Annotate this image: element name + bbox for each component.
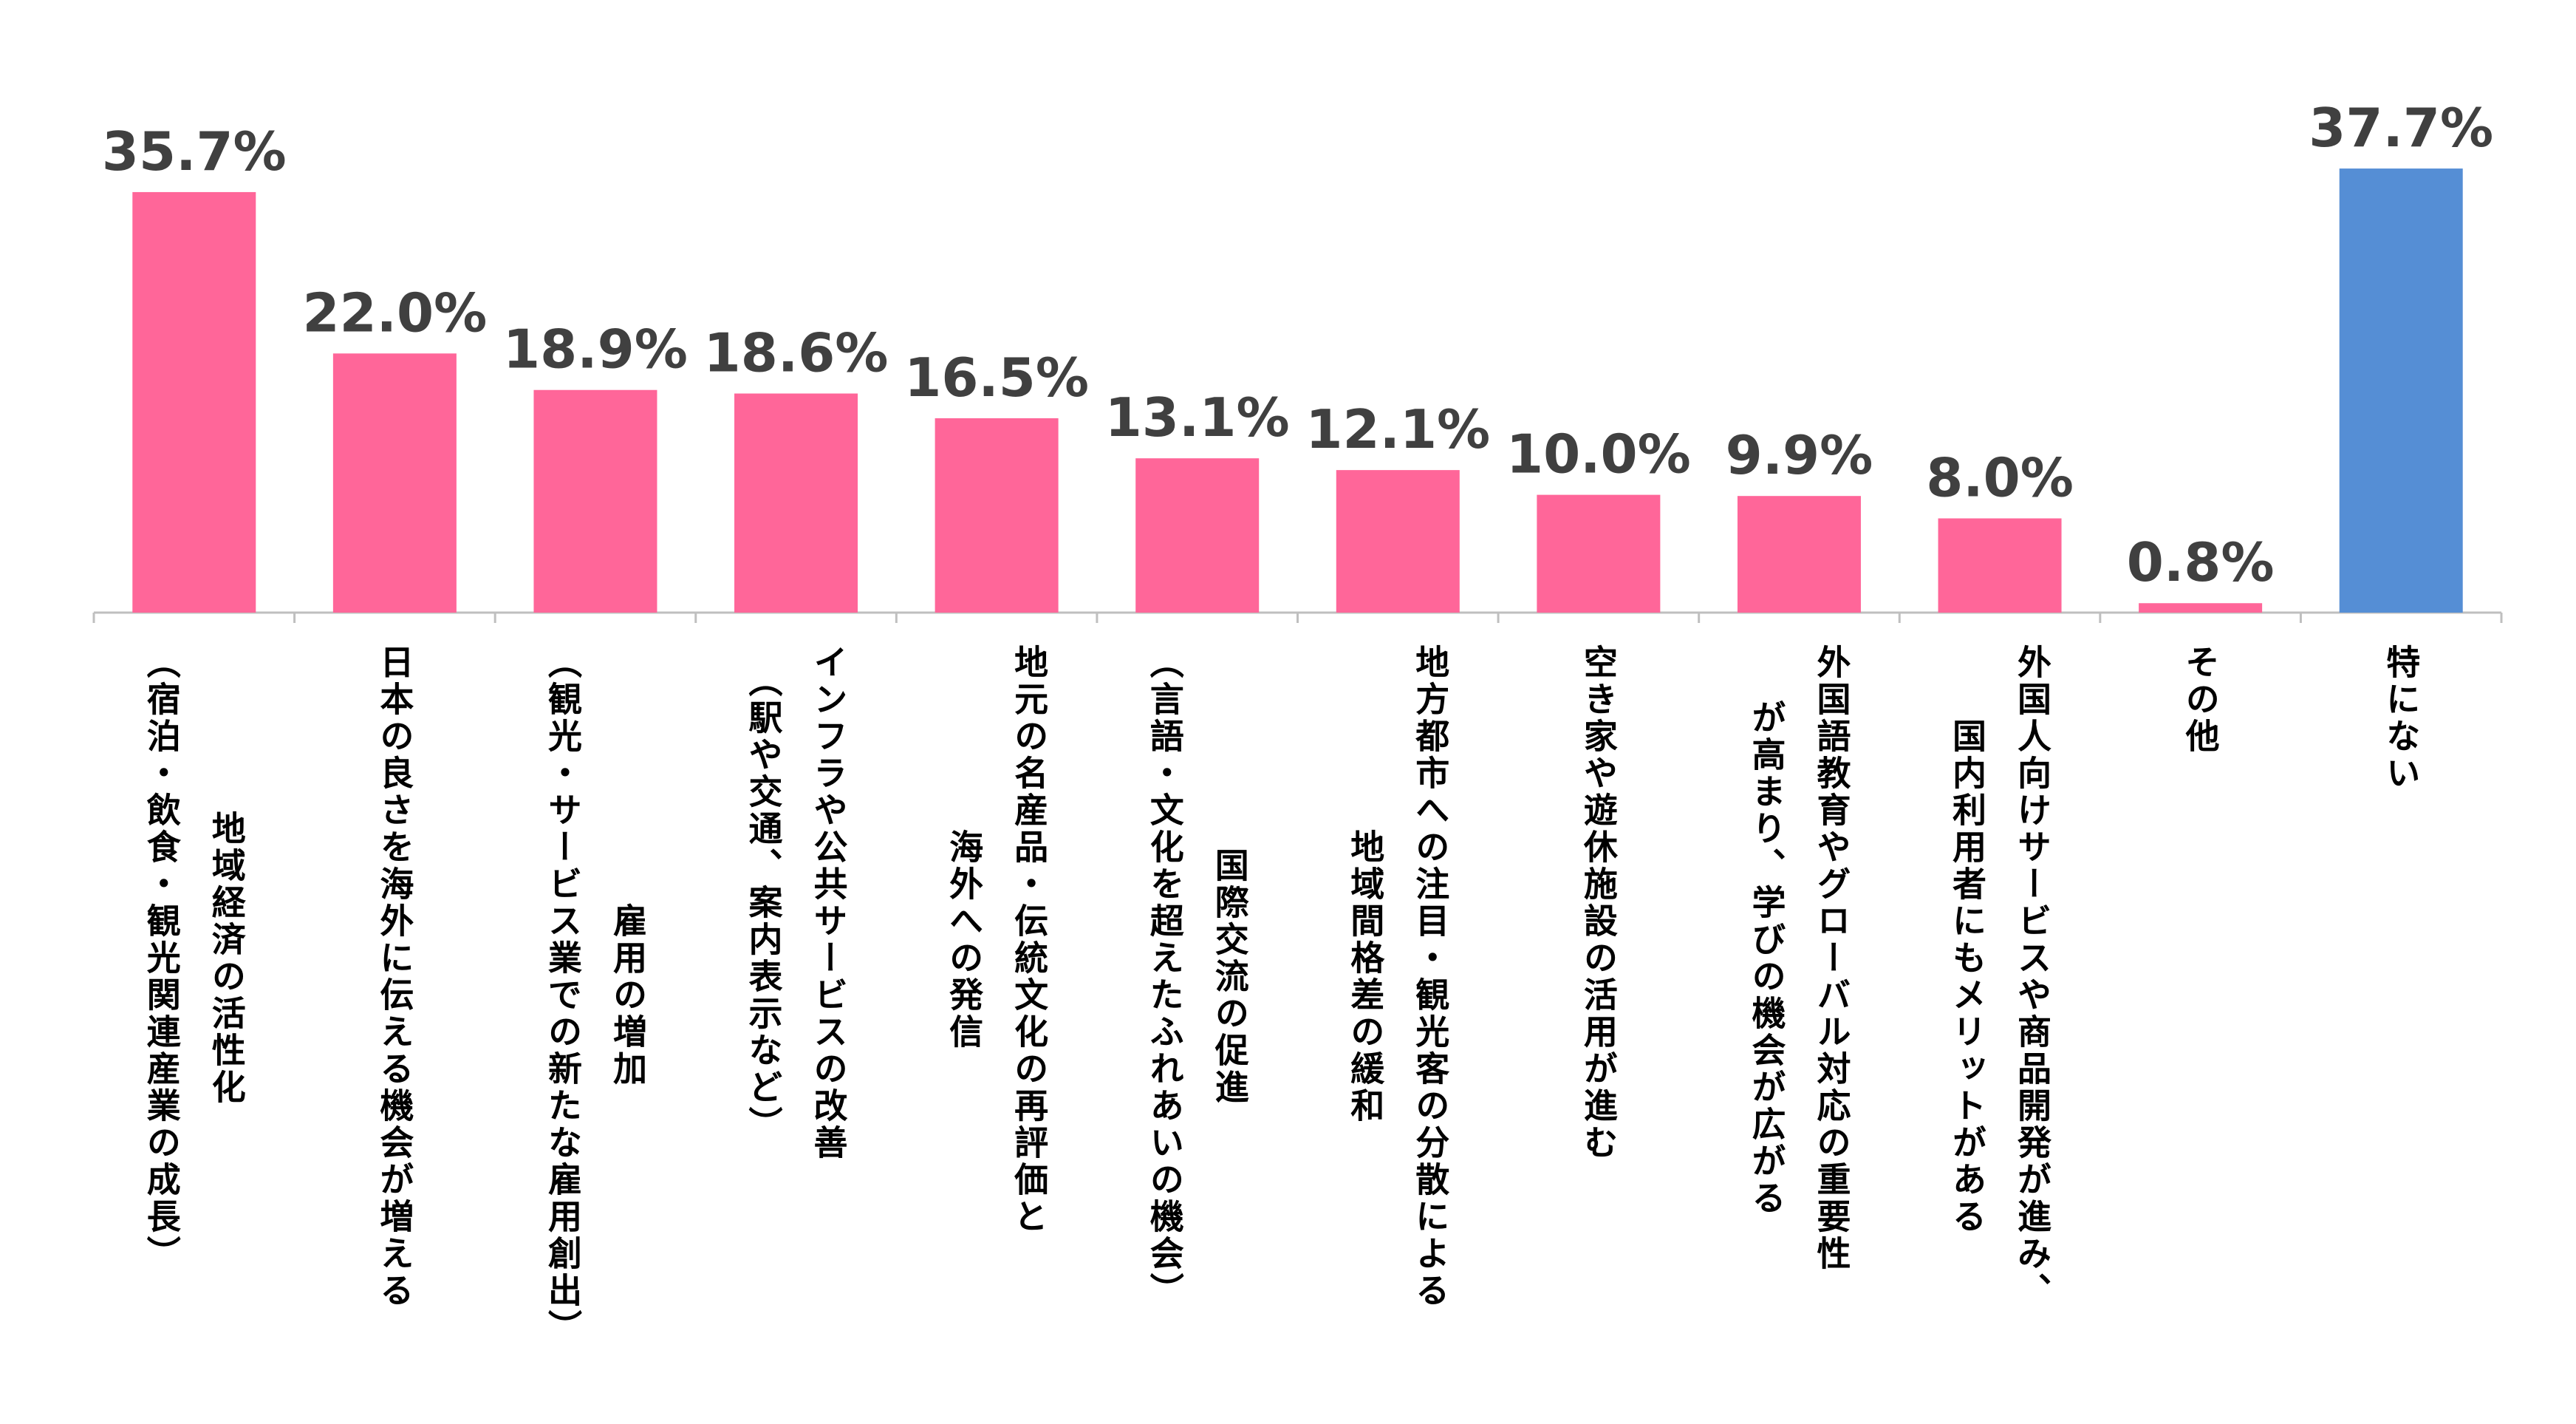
data-label: 9.9% — [1726, 424, 1873, 486]
data-label: 18.9% — [503, 318, 688, 381]
data-label: 16.5% — [904, 347, 1089, 409]
category-label-line: 地域経済の活性化 — [206, 811, 247, 1106]
category-label-line: 空き家や遊休施設の活用が進む — [1578, 644, 1619, 1162]
bar — [2139, 603, 2263, 613]
category-label-line: （観光・サービス業での新たな雇用創出） — [542, 644, 583, 1346]
bar — [533, 389, 657, 613]
category-label-line: 地方都市への注目・観光客の分散による — [1410, 644, 1451, 1309]
category-label-line: （言語・文化を超えたふれあいの機会） — [1144, 644, 1185, 1309]
category-label: 雇用の増加 （観光・サービス業での新たな雇用創出） — [530, 644, 660, 1346]
category-label: その他 — [2168, 644, 2233, 755]
category-label-line: （駅や交通、案内表示など） — [743, 663, 784, 1143]
bar — [332, 353, 457, 613]
category-label: 地方都市への注目・観光客の分散による 地域間格差の緩和 — [1333, 644, 1463, 1309]
category-label-line: その他 — [2180, 644, 2221, 755]
category-label-line: が高まり、学びの機会が広がる — [1746, 700, 1787, 1217]
category-label-line: インフラや公共サービスの改善 — [808, 644, 849, 1162]
category-label: 国際交流の促進 （言語・文化を超えたふれあいの機会） — [1132, 644, 1263, 1309]
category-label: 地元の名産品・伝統文化の再評価と 海外への発信 — [932, 644, 1062, 1236]
category-label-line: 雇用の増加 — [607, 903, 648, 1088]
category-label: 外国語教育やグローバル対応の重要性 が高まり、学びの機会が広がる — [1734, 644, 1864, 1273]
category-label: 空き家や遊休施設の活用が進む — [1566, 644, 1631, 1162]
category-label-line: 地域間格差の緩和 — [1345, 829, 1386, 1125]
category-label-line: 特にない — [2381, 644, 2422, 792]
data-label: 0.8% — [2127, 531, 2275, 593]
category-label-line: （宿泊・飲食・観光関連産業の成長） — [141, 644, 182, 1273]
category-label: 外国人向けサービスや商品開発が進み、 国内利用者にもメリットがある — [1935, 644, 2065, 1309]
bar — [1135, 458, 1260, 613]
category-label-line: 日本の良さを海外に伝える機会が増える — [375, 644, 415, 1309]
bar — [935, 418, 1059, 613]
category-label-line: 外国人向けサービスや商品開発が進み、 — [2012, 644, 2053, 1309]
category-label-line: 外国語教育やグローバル対応の重要性 — [1811, 644, 1852, 1273]
data-label: 37.7% — [2309, 97, 2493, 159]
bar — [1737, 496, 1861, 613]
category-label: インフラや公共サービスの改善 （駅や交通、案内表示など） — [731, 644, 861, 1162]
data-label: 8.0% — [1926, 446, 2074, 508]
category-label-line: 国内利用者にもメリットがある — [1947, 718, 1988, 1236]
data-label: 10.0% — [1506, 423, 1691, 486]
category-label: 地域経済の活性化 （宿泊・飲食・観光関連産業の成長） — [129, 644, 259, 1273]
data-label: 12.1% — [1305, 398, 1490, 460]
bar — [132, 191, 256, 613]
data-label: 35.7% — [102, 120, 287, 183]
bar — [734, 393, 858, 613]
data-label: 22.0% — [302, 282, 487, 344]
bar — [1938, 518, 2062, 613]
bar — [1537, 494, 1661, 613]
bar — [2339, 168, 2463, 613]
data-label: 18.6% — [704, 322, 889, 384]
bar — [1336, 470, 1460, 613]
category-label-line: 国際交流の促進 — [1209, 848, 1250, 1106]
data-label: 13.1% — [1105, 386, 1290, 449]
category-label-line: 海外への発信 — [944, 829, 985, 1051]
category-label: 日本の良さを海外に伝える機会が増える — [362, 644, 427, 1309]
category-label: 特にない — [2368, 644, 2433, 792]
category-label-line: 地元の名産品・伝統文化の再評価と — [1009, 644, 1050, 1236]
